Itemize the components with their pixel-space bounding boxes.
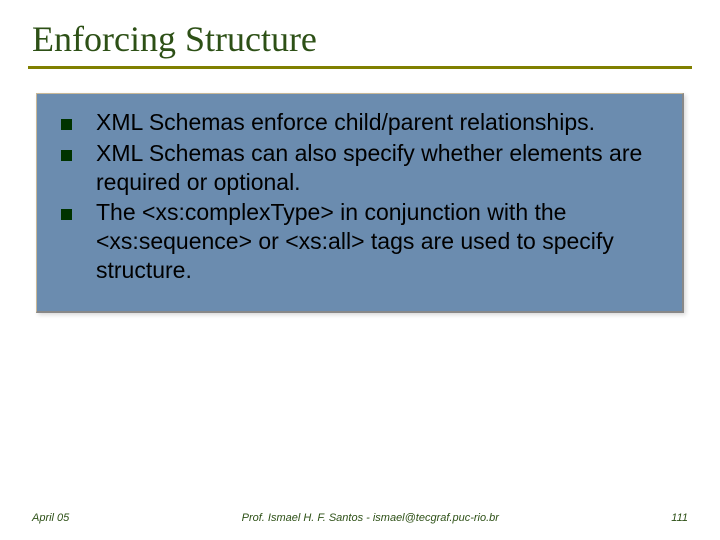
bullet-square-icon — [61, 150, 72, 161]
bullet-text: XML Schemas enforce child/parent relatio… — [96, 108, 595, 137]
title-underline — [28, 66, 692, 69]
footer-author: Prof. Ismael H. F. Santos - ismael@tecgr… — [69, 512, 671, 524]
slide-title: Enforcing Structure — [28, 18, 692, 60]
bullet-list: XML Schemas enforce child/parent relatio… — [57, 108, 662, 285]
list-item: XML Schemas can also specify whether ele… — [57, 139, 662, 197]
bullet-text: XML Schemas can also specify whether ele… — [96, 139, 662, 197]
bullet-square-icon — [61, 119, 72, 130]
list-item: The <xs:complexType> in conjunction with… — [57, 198, 662, 284]
list-item: XML Schemas enforce child/parent relatio… — [57, 108, 662, 137]
bullet-text: The <xs:complexType> in conjunction with… — [96, 198, 662, 284]
bullet-square-icon — [61, 209, 72, 220]
content-box: XML Schemas enforce child/parent relatio… — [36, 93, 684, 313]
slide-footer: April 05 Prof. Ismael H. F. Santos - ism… — [0, 512, 720, 524]
slide-number: 111 — [671, 512, 688, 524]
footer-date: April 05 — [32, 512, 69, 524]
slide-container: Enforcing Structure XML Schemas enforce … — [0, 0, 720, 540]
